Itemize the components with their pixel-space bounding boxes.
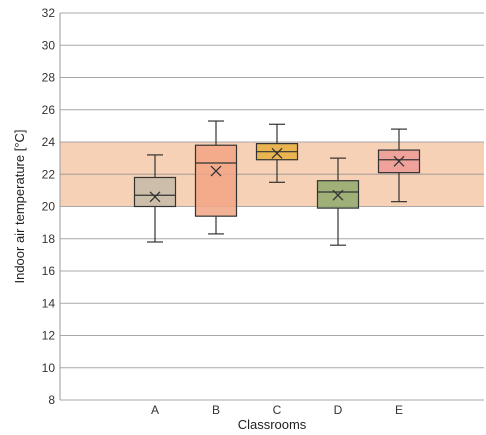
y-tick-label: 16 bbox=[42, 264, 56, 278]
box-body bbox=[194, 144, 238, 217]
box-body bbox=[133, 176, 177, 208]
y-tick-label: 22 bbox=[42, 167, 56, 181]
x-tick-label: B bbox=[212, 403, 220, 417]
mean-marker bbox=[210, 165, 222, 177]
x-tick-label: C bbox=[273, 403, 282, 417]
y-tick-label: 18 bbox=[42, 232, 56, 246]
box-C bbox=[255, 123, 299, 183]
box-body bbox=[316, 180, 360, 209]
axis-layer: 8 10 12 14 16 18 20 22 24 26 28 30 32 A B C D E bbox=[42, 6, 403, 417]
box-A bbox=[133, 154, 177, 243]
mean-marker bbox=[149, 191, 161, 203]
mean-marker bbox=[271, 147, 283, 159]
y-tick-label: 10 bbox=[42, 361, 56, 375]
box-layer bbox=[133, 120, 421, 246]
y-tick-label: 20 bbox=[42, 200, 56, 214]
x-tick-label: E bbox=[395, 403, 403, 417]
y-axis-title: Indoor air temperature [°C] bbox=[12, 129, 27, 283]
y-tick-label: 12 bbox=[42, 329, 56, 343]
y-tick-label: 28 bbox=[42, 71, 56, 85]
x-axis-title: Classrooms bbox=[238, 417, 307, 432]
x-tick-label: A bbox=[151, 403, 159, 417]
y-tick-label: 8 bbox=[48, 393, 55, 407]
mean-marker bbox=[393, 155, 405, 167]
y-tick-label: 30 bbox=[42, 38, 56, 52]
mean-marker bbox=[332, 189, 344, 201]
y-tick-label: 24 bbox=[42, 135, 56, 149]
y-tick-label: 14 bbox=[42, 296, 56, 310]
box-D bbox=[316, 157, 360, 246]
box-B bbox=[194, 120, 238, 235]
box-E bbox=[377, 128, 421, 203]
y-tick-label: 32 bbox=[42, 6, 56, 20]
grid-layer bbox=[60, 12, 484, 401]
y-tick-label: 26 bbox=[42, 103, 56, 117]
x-tick-label: D bbox=[334, 403, 343, 417]
